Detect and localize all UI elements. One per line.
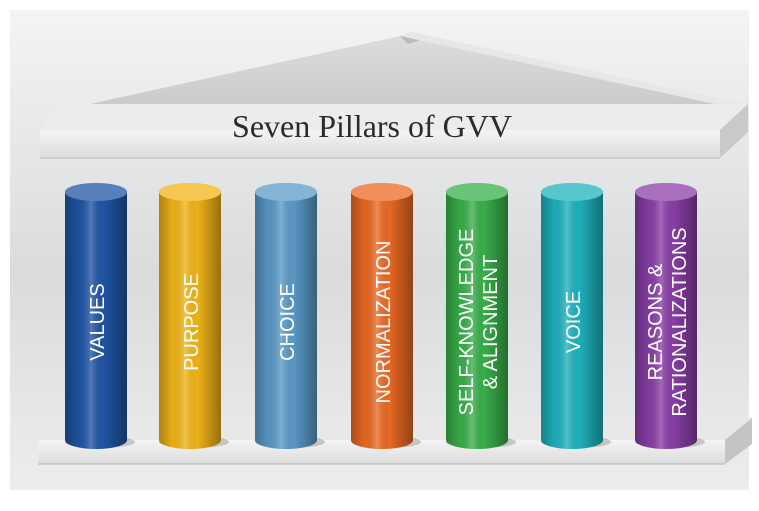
pillar-top-cap <box>65 183 127 201</box>
pillar-1: VALUES <box>65 183 135 449</box>
pillar-label: CHOICE <box>277 283 299 361</box>
pillar-cap-highlight <box>65 183 127 201</box>
pillar-shading <box>65 192 127 449</box>
pillars-group: VALUES PURPOSE CHOICE NORMALIZATION SELF-KNO… <box>65 183 705 449</box>
pillar-top-cap <box>635 183 697 201</box>
roof-top-face <box>400 32 745 104</box>
pillar-6: VOICE <box>541 183 611 449</box>
pillar-cap-highlight <box>446 183 508 201</box>
base-side <box>725 418 752 464</box>
pillar-top-cap <box>255 183 317 201</box>
pillar-shading <box>635 192 697 449</box>
pillar-2: PURPOSE <box>159 183 229 449</box>
pillar-label: VOICE <box>563 291 585 353</box>
pillar-top-cap <box>159 183 221 201</box>
pillar-shading <box>255 192 317 449</box>
pillar-3: CHOICE <box>255 183 325 449</box>
pillar-7: REASONS & RATIONALIZATIONS <box>635 183 705 449</box>
beam-front <box>40 130 720 158</box>
pillar-cap-highlight <box>255 183 317 201</box>
roof-front <box>90 32 715 104</box>
pillar-cap-highlight <box>159 183 221 201</box>
entablature <box>40 104 748 159</box>
pillar-top-cap <box>541 183 603 201</box>
pillar-top-cap <box>351 183 413 201</box>
beam-side <box>720 104 748 158</box>
pillar-shading <box>446 192 508 449</box>
pillar-cap-highlight <box>541 183 603 201</box>
pillar-shading <box>351 192 413 449</box>
roof <box>90 32 745 104</box>
pillar-label: VALUES <box>87 283 109 360</box>
pillar-label: & ALIGNMENT <box>480 255 502 389</box>
pillar-shading <box>159 192 221 449</box>
pillar-cap-highlight <box>635 183 697 201</box>
diagram-title: Seven Pillars of GVV <box>232 108 512 144</box>
pillar-label: RATIONALIZATIONS <box>669 227 691 416</box>
pillar-4: NORMALIZATION <box>351 183 421 449</box>
pillar-top-cap <box>446 183 508 201</box>
beam-top <box>40 104 748 130</box>
pillar-shading <box>541 192 603 449</box>
pillar-label: PURPOSE <box>181 273 203 371</box>
pillar-5: SELF-KNOWLEDGE & ALIGNMENT <box>446 183 516 449</box>
pillar-label: NORMALIZATION <box>373 241 395 404</box>
pillar-cap-highlight <box>351 183 413 201</box>
pillar-label: REASONS & <box>645 263 667 380</box>
pillar-label: SELF-KNOWLEDGE <box>456 229 478 416</box>
